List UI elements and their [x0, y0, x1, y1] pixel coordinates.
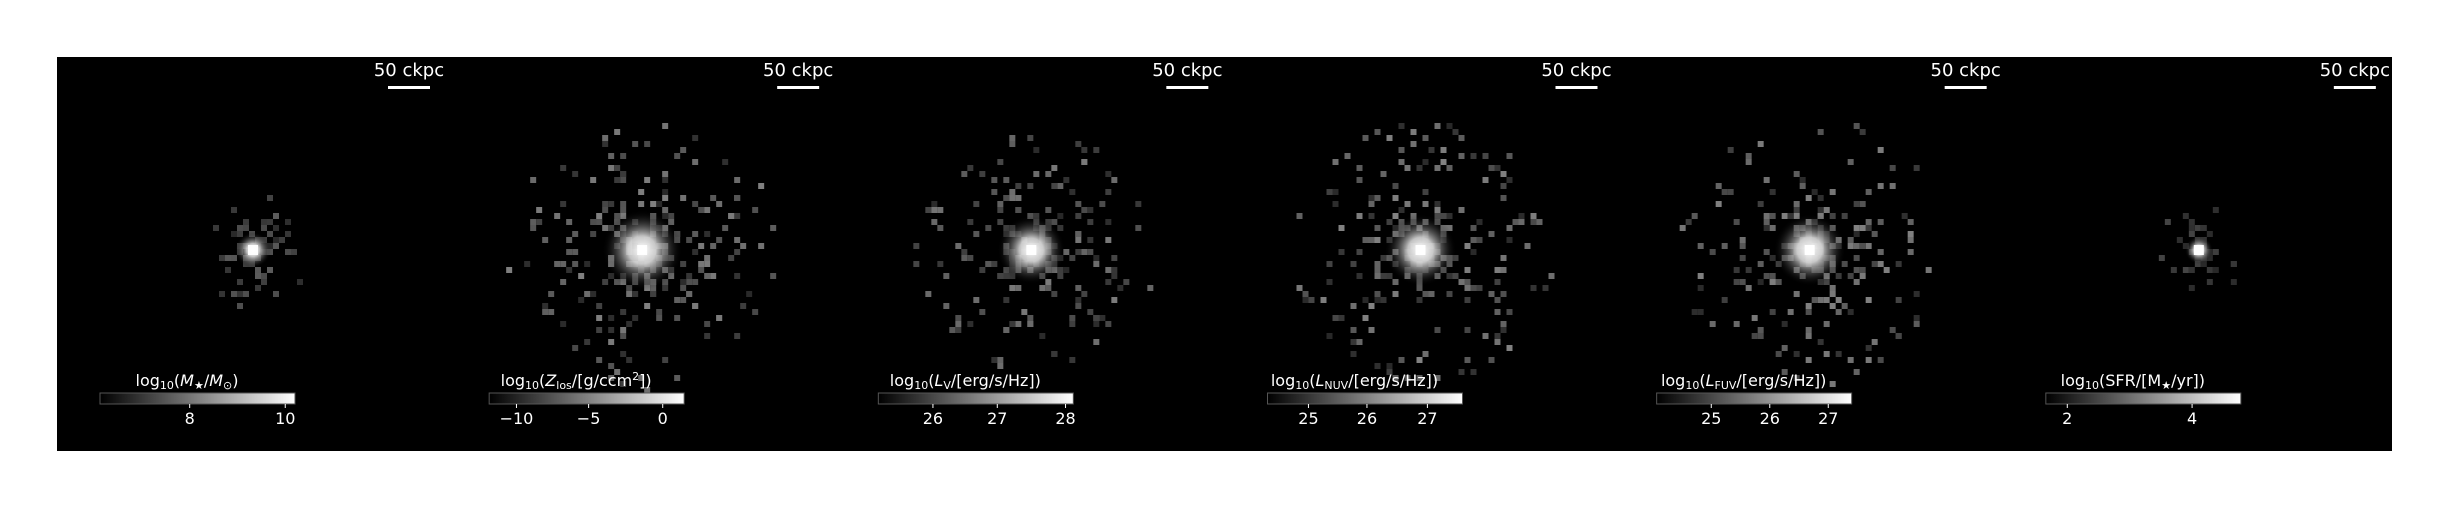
colorbar-label: log10(Zlos/[g/ccm2]) [501, 370, 652, 392]
scale-bar: 50 ckpc [763, 60, 833, 89]
colorbar-tick-label: 2 [2062, 409, 2072, 428]
scale-bar-line [1166, 86, 1209, 89]
colorbar-label: log10(M★/M⊙) [136, 371, 239, 392]
colorbar-tick-label: 26 [923, 409, 943, 428]
scale-bar-label: 50 ckpc [2320, 60, 2390, 81]
colorbar-gradient [2045, 392, 2242, 405]
colorbar-tick-label: 25 [1298, 409, 1318, 428]
scale-bar-label: 50 ckpc [1931, 60, 2001, 81]
colorbar: log10(SFR/[M★/yr]) 2 4 [2045, 371, 2242, 428]
galaxy-image [1296, 123, 1555, 381]
panel-2: 50 ckpc log10(Zlos/[g/ccm2]) −10 −5 0 [488, 60, 833, 428]
colorbar: log10(LV/[erg/s/Hz]) 26 27 28 [877, 371, 1076, 428]
scale-bar-line [1944, 86, 1987, 89]
colorbar-tick-label: 26 [1357, 409, 1377, 428]
panel-3: 50 ckpc log10(LV/[erg/s/Hz]) 26 27 28 [877, 60, 1222, 428]
scale-bar-line [2333, 86, 2376, 89]
colorbar-tick-label: 10 [275, 409, 295, 428]
galaxy-image [2158, 207, 2237, 291]
colorbar-tick-label: 27 [1818, 409, 1838, 428]
colorbar-tick-label: 26 [1760, 409, 1780, 428]
scale-bar-line [388, 86, 430, 89]
colorbar: log10(LNUV/[erg/s/Hz]) 25 26 27 [1267, 371, 1463, 428]
colorbar-label: log10(SFR/[M★/yr]) [2061, 371, 2205, 392]
scale-bar: 50 ckpc [1152, 60, 1222, 89]
scale-bar-label: 50 ckpc [1541, 60, 1611, 81]
colorbar-tick-label: 0 [658, 409, 668, 428]
colorbar-tick-label: 27 [987, 409, 1007, 428]
galaxy-map-figure: 50 ckpc log10(M★/M⊙) 8 10 50 ckpc log10(Zlos/… [57, 57, 2392, 451]
colorbar: log10(M★/M⊙) 8 10 [99, 371, 296, 428]
galaxy-image [506, 123, 777, 393]
scale-bar: 50 ckpc [1931, 60, 2001, 89]
colorbar-tick-label: 25 [1701, 409, 1721, 428]
scale-bar-line [777, 86, 820, 89]
colorbar-tick-label: 27 [1417, 409, 1437, 428]
colorbar-label: log10(LV/[erg/s/Hz]) [890, 371, 1041, 392]
scale-bar: 50 ckpc [374, 60, 444, 89]
colorbar-tick-label: 4 [2187, 409, 2197, 428]
figure-background [57, 57, 2392, 451]
scale-bar: 50 ckpc [1541, 60, 1612, 89]
colorbar-gradient [877, 392, 1074, 405]
colorbar-gradient [1267, 392, 1463, 405]
colorbar: log10(Zlos/[g/ccm2]) −10 −5 0 [488, 370, 685, 428]
scale-bar-label: 50 ckpc [374, 60, 444, 81]
scale-bar: 50 ckpc [2320, 60, 2390, 89]
galaxy-image [213, 195, 303, 309]
scale-bar-label: 50 ckpc [763, 60, 833, 81]
panel-6: 50 ckpc log10(SFR/[M★/yr]) 2 4 [2045, 60, 2390, 428]
scale-bar-label: 50 ckpc [1152, 60, 1222, 81]
colorbar-tick-label: −10 [500, 409, 534, 428]
colorbar-label: log10(LFUV/[erg/s/Hz]) [1661, 371, 1826, 392]
colorbar-gradient [1656, 392, 1853, 405]
panel-1: 50 ckpc log10(M★/M⊙) 8 10 [99, 60, 444, 428]
panel-4: 50 ckpc log10(LNUV/[erg/s/Hz]) 25 26 27 [1267, 60, 1612, 428]
galaxy-image [913, 135, 1154, 369]
colorbar: log10(LFUV/[erg/s/Hz]) 25 26 27 [1656, 371, 1853, 428]
colorbar-tick-label: 8 [185, 409, 195, 428]
colorbar-tick-label: 28 [1055, 409, 1075, 428]
panel-5: 50 ckpc log10(LFUV/[erg/s/Hz]) 25 26 27 [1656, 60, 2001, 428]
galaxy-image [1679, 123, 1932, 387]
colorbar-gradient [488, 392, 685, 405]
colorbar-gradient [99, 392, 296, 405]
colorbar-label: log10(LNUV/[erg/s/Hz]) [1271, 371, 1438, 392]
colorbar-tick-label: −5 [577, 409, 601, 428]
scale-bar-line [1555, 86, 1598, 89]
